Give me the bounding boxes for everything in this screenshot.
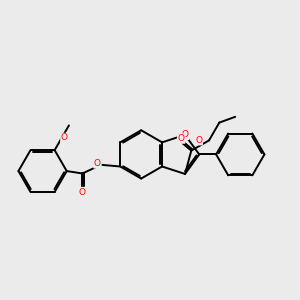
Text: O: O — [182, 130, 188, 140]
Text: O: O — [178, 134, 184, 143]
Text: O: O — [94, 159, 101, 168]
Text: O: O — [195, 136, 202, 145]
Text: O: O — [61, 134, 68, 142]
Text: O: O — [79, 188, 86, 196]
